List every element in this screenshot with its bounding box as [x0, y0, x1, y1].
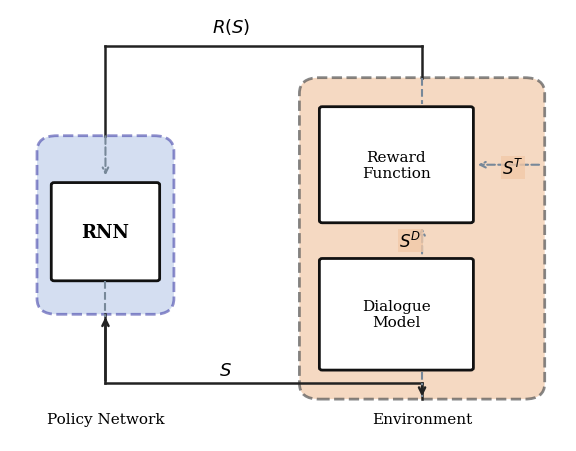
FancyBboxPatch shape [319, 107, 473, 223]
FancyBboxPatch shape [300, 78, 545, 399]
Text: $R(S)$: $R(S)$ [212, 17, 250, 37]
Text: Reward
Function: Reward Function [362, 150, 431, 180]
FancyBboxPatch shape [37, 136, 174, 315]
Text: Dialogue
Model: Dialogue Model [362, 299, 431, 330]
Text: RNN: RNN [81, 223, 130, 241]
Text: $S^D$: $S^D$ [399, 231, 422, 251]
FancyBboxPatch shape [51, 183, 160, 281]
Text: Policy Network: Policy Network [47, 412, 164, 426]
Text: Environment: Environment [372, 412, 472, 426]
Text: $S$: $S$ [219, 361, 232, 379]
Text: $S^T$: $S^T$ [502, 158, 524, 179]
FancyBboxPatch shape [319, 259, 473, 370]
